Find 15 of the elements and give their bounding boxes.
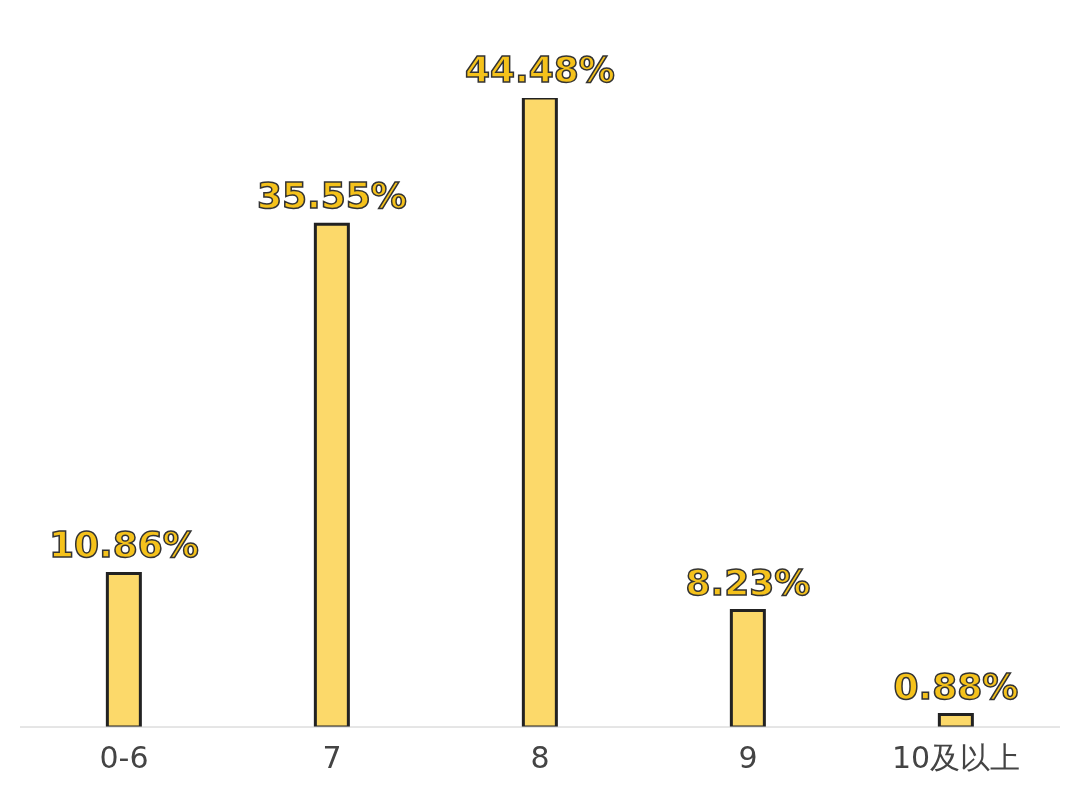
data-label: 10.86% — [48, 524, 199, 566]
x-tick-label: 10及以上 — [891, 740, 1021, 776]
data-label: 0.88% — [893, 665, 1019, 707]
bar — [729, 609, 766, 727]
bar — [313, 222, 350, 727]
bar — [521, 98, 558, 727]
x-tick-label: 0-6 — [99, 740, 149, 776]
x-tick-label: 8 — [530, 740, 550, 776]
x-tick-label: 7 — [322, 740, 342, 776]
x-tick-label: 9 — [738, 740, 758, 776]
bar — [937, 713, 974, 727]
data-label: 35.55% — [256, 175, 407, 217]
data-label: 8.23% — [685, 561, 811, 603]
data-label: 44.48% — [464, 49, 615, 90]
bar — [105, 571, 142, 727]
